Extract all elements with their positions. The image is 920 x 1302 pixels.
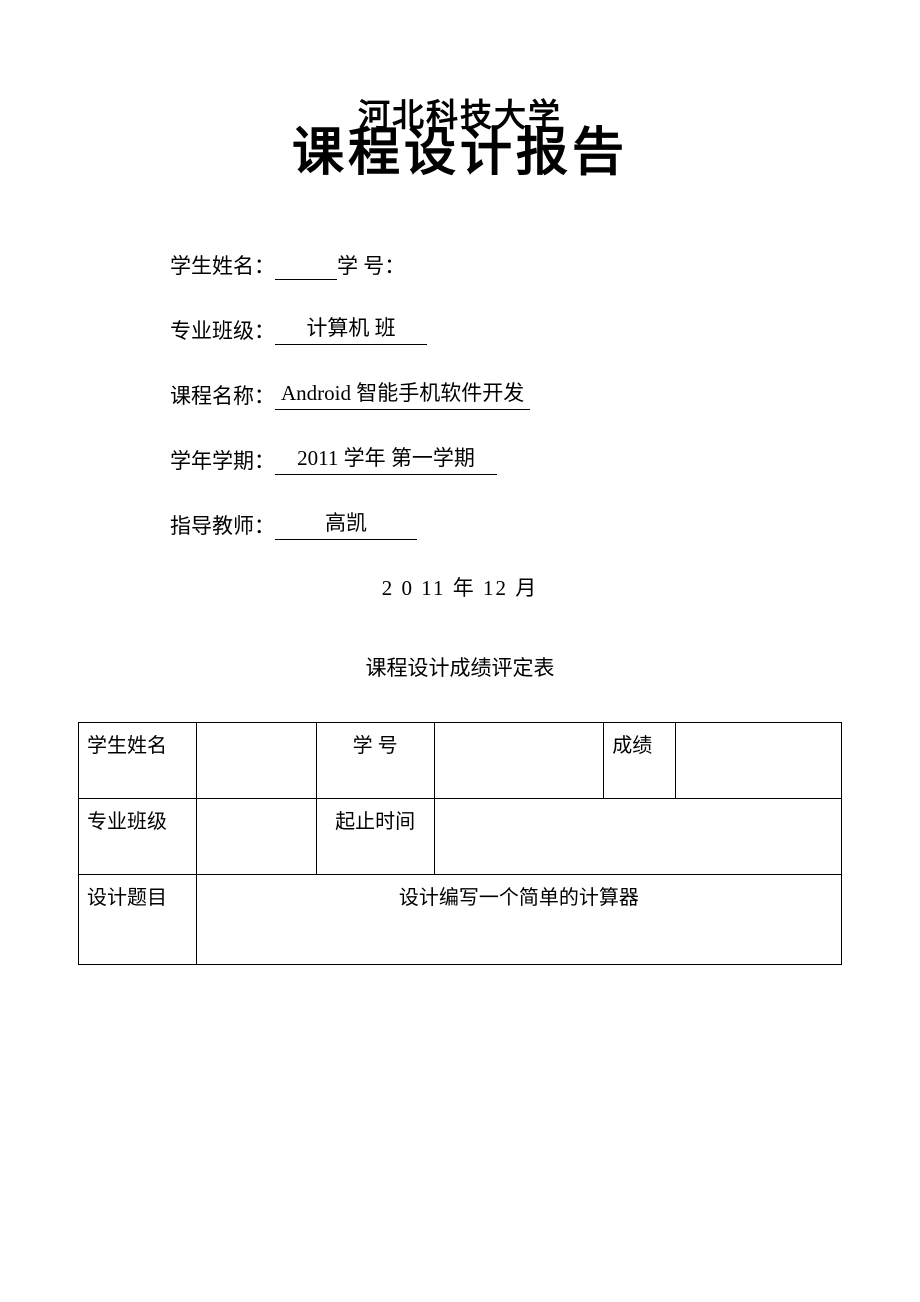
info-section: 学生姓名： 学 号： 专业班级： 计算机 班 课程名称： Android 智能手…	[170, 250, 920, 540]
date-line: 2 0 11 年 12 月	[0, 572, 920, 602]
value-student-name	[275, 255, 337, 280]
th-topic: 设计题目	[79, 875, 197, 965]
table-row: 学生姓名 学 号 成绩	[79, 723, 842, 799]
label-course: 课程名称：	[170, 380, 275, 410]
value-term: 2011 学年 第一学期	[275, 442, 497, 475]
td-student-no	[434, 723, 604, 799]
td-score	[676, 723, 842, 799]
th-class: 专业班级	[79, 799, 197, 875]
value-course: Android 智能手机软件开发	[275, 377, 530, 410]
label-class: 专业班级：	[170, 315, 275, 345]
row-student-name: 学生姓名： 学 号：	[170, 250, 920, 280]
table-row: 专业班级 起止时间	[79, 799, 842, 875]
row-term: 学年学期： 2011 学年 第一学期	[170, 442, 920, 475]
label-teacher: 指导教师：	[170, 510, 275, 540]
th-student-no: 学 号	[316, 723, 434, 799]
document-page: 河北科技大学 课程设计报告 学生姓名： 学 号： 专业班级： 计算机 班 课程名…	[0, 0, 920, 1302]
td-student-name	[196, 723, 316, 799]
label-student-name: 学生姓名：	[170, 250, 275, 280]
title-block: 河北科技大学 课程设计报告	[0, 90, 920, 200]
label-student-no: 学 号：	[337, 250, 405, 280]
value-teacher: 高凯	[275, 507, 417, 540]
row-course: 课程名称： Android 智能手机软件开发	[170, 377, 920, 410]
th-score: 成绩	[604, 723, 676, 799]
table-row: 设计题目 设计编写一个简单的计算器	[79, 875, 842, 965]
label-term: 学年学期：	[170, 445, 275, 475]
row-class: 专业班级： 计算机 班	[170, 312, 920, 345]
td-class	[196, 799, 316, 875]
eval-table-title: 课程设计成绩评定表	[0, 652, 920, 682]
th-period: 起止时间	[316, 799, 434, 875]
report-title: 课程设计报告	[0, 110, 920, 185]
row-teacher: 指导教师： 高凯	[170, 507, 920, 540]
value-class: 计算机 班	[275, 312, 427, 345]
th-student-name: 学生姓名	[79, 723, 197, 799]
td-topic: 设计编写一个简单的计算器	[196, 875, 841, 965]
td-period	[434, 799, 841, 875]
eval-table: 学生姓名 学 号 成绩 专业班级 起止时间 设计题目 设计编写一个简单的计算器	[78, 722, 842, 965]
